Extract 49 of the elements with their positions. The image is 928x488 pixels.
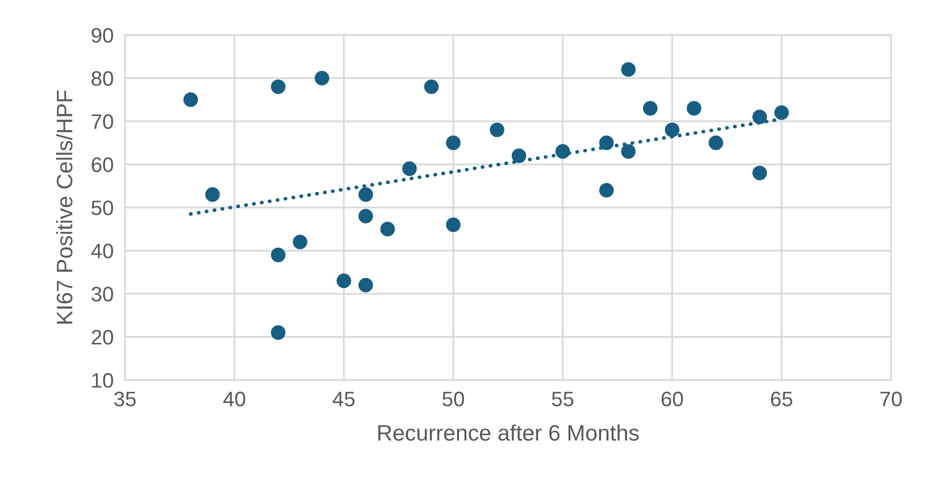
point <box>621 144 636 159</box>
point <box>599 182 614 198</box>
point <box>752 110 767 124</box>
y-tick-label: 20 <box>92 330 114 345</box>
point <box>380 222 395 236</box>
point <box>774 105 789 120</box>
point <box>358 278 374 292</box>
point <box>555 144 570 159</box>
x-tick-label: 70 <box>880 392 902 406</box>
point <box>642 101 658 116</box>
y-tick-label: 90 <box>92 28 114 43</box>
point <box>314 70 330 86</box>
point <box>358 187 374 202</box>
point <box>402 161 417 176</box>
y-tick-label: 80 <box>92 71 114 86</box>
y-tick-label: 40 <box>91 244 114 258</box>
point <box>270 325 286 340</box>
point <box>270 248 286 262</box>
point <box>183 92 198 107</box>
y-tick-label: 70 <box>92 114 114 130</box>
point <box>512 148 526 164</box>
point <box>621 62 636 77</box>
x-tick-label: 35 <box>114 392 136 406</box>
point <box>708 136 724 150</box>
point <box>358 208 374 224</box>
point <box>336 274 352 288</box>
point <box>446 136 461 150</box>
point <box>292 234 308 250</box>
x-tick-label: 45 <box>332 392 355 406</box>
x-tick-label: 60 <box>662 392 683 406</box>
y-tick-label: 60 <box>92 157 114 172</box>
point <box>270 79 286 94</box>
point <box>599 136 614 150</box>
point <box>686 101 702 116</box>
x-tick-label: 50 <box>442 392 464 406</box>
point <box>490 122 504 138</box>
point <box>424 79 439 94</box>
y-tick-label: 10 <box>92 373 114 388</box>
x-axis-title: Recurrence after 6 Months <box>378 424 639 441</box>
x-tick-label: 40 <box>223 392 246 406</box>
point <box>664 122 680 138</box>
y-tick-label: 50 <box>92 200 114 216</box>
x-tick-label: 65 <box>771 392 792 406</box>
point <box>446 217 461 232</box>
y-tick-label: 30 <box>92 286 114 302</box>
point <box>205 187 220 202</box>
x-tick-label: 55 <box>552 392 574 406</box>
y-axis-title: KI67 Positive Cells/HPF <box>56 90 72 324</box>
point <box>752 166 767 180</box>
